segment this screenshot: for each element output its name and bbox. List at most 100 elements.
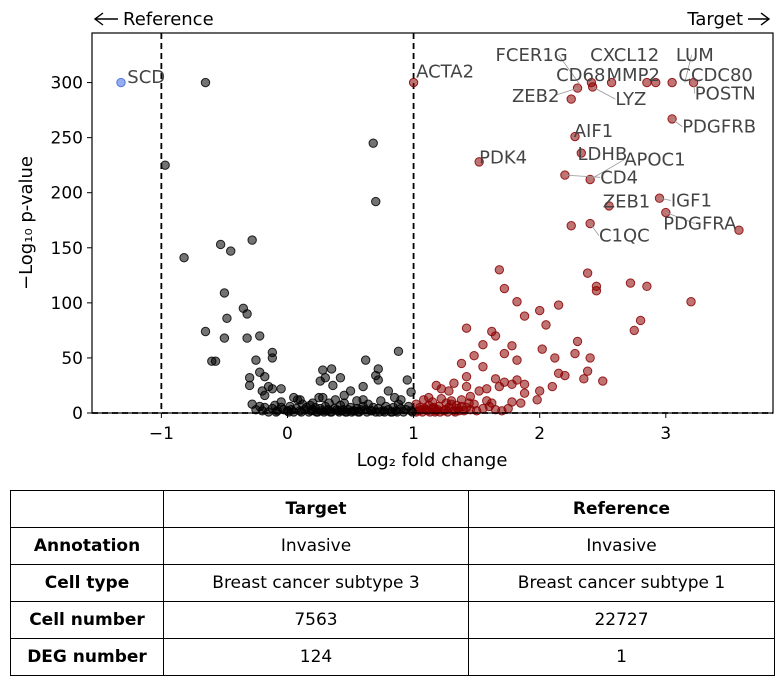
gene-label-apoc1: APOC1 bbox=[624, 150, 685, 171]
data-point bbox=[512, 297, 522, 307]
data-point bbox=[247, 235, 257, 245]
data-point bbox=[499, 283, 510, 294]
data-point bbox=[296, 407, 307, 417]
data-point bbox=[318, 392, 328, 403]
data-point bbox=[570, 348, 580, 359]
y-tick-label: 250 bbox=[51, 129, 83, 149]
data-point bbox=[478, 362, 488, 372]
data-point bbox=[512, 355, 522, 365]
leader-line bbox=[684, 54, 693, 83]
data-point bbox=[667, 77, 677, 88]
data-point bbox=[200, 77, 211, 88]
data-point bbox=[215, 239, 226, 250]
row-label-annotation: Annotation bbox=[10, 527, 164, 565]
gene-label-ccdc80: CCDC80 bbox=[678, 65, 752, 86]
data-point bbox=[392, 407, 402, 417]
data-point bbox=[242, 333, 252, 343]
data-point bbox=[532, 395, 542, 405]
cell-reference-annotation: Invasive bbox=[468, 527, 775, 565]
data-point bbox=[244, 373, 255, 383]
x-tick-label: 0 bbox=[282, 424, 293, 444]
data-point bbox=[242, 309, 252, 319]
gene-label-cxcl12: CXCL12 bbox=[590, 45, 659, 66]
data-point bbox=[474, 157, 484, 167]
y-tick-label: 300 bbox=[51, 74, 83, 94]
data-point bbox=[320, 373, 331, 383]
x-tick-label: −1 bbox=[149, 424, 174, 444]
data-point bbox=[251, 355, 261, 365]
gene-label-cd68: CD68 bbox=[556, 65, 605, 86]
data-point bbox=[606, 77, 617, 88]
gene-label-lyz: LYZ bbox=[615, 89, 646, 110]
gene-label-acta2: ACTA2 bbox=[416, 62, 474, 83]
gene-label-cd4: CD4 bbox=[600, 167, 638, 188]
cell-target-annotation: Invasive bbox=[163, 527, 469, 565]
leader-line bbox=[659, 197, 671, 201]
data-point bbox=[566, 94, 576, 104]
leader-line bbox=[592, 86, 616, 100]
data-point bbox=[598, 376, 608, 386]
data-point bbox=[179, 252, 189, 263]
data-point bbox=[267, 384, 278, 394]
data-point bbox=[550, 353, 560, 363]
gene-label-zeb2: ZEB2 bbox=[512, 86, 560, 107]
data-point bbox=[326, 364, 337, 374]
y-tick-label: 50 bbox=[61, 349, 83, 369]
row-label-cell-type: Cell type bbox=[10, 564, 164, 602]
data-point bbox=[461, 323, 472, 333]
cell-target-cell-type: Breast cancer subtype 3 bbox=[163, 564, 469, 602]
data-point bbox=[276, 397, 286, 407]
table-header-blank bbox=[10, 490, 164, 528]
data-point bbox=[226, 246, 236, 256]
data-point bbox=[407, 407, 418, 417]
data-point bbox=[286, 404, 296, 415]
y-tick-label: 0 bbox=[72, 404, 83, 424]
data-point bbox=[219, 333, 230, 343]
direction-label-target: Target bbox=[686, 9, 743, 30]
data-point bbox=[441, 398, 452, 408]
data-point bbox=[651, 77, 661, 88]
data-point bbox=[629, 325, 639, 336]
table-row: Annotation Invasive Invasive bbox=[10, 527, 775, 565]
data-point bbox=[494, 381, 505, 392]
gene-label-scd: SCD bbox=[127, 67, 165, 88]
gene-label-pdgfra: PDGFRA bbox=[663, 214, 737, 235]
data-point bbox=[402, 375, 412, 385]
leader-line bbox=[558, 54, 581, 86]
table-header-reference: Reference bbox=[468, 490, 775, 528]
data-point bbox=[345, 386, 356, 396]
table-row: DEG number 124 1 bbox=[10, 638, 775, 676]
data-point bbox=[383, 386, 394, 396]
table-header-target: Target bbox=[163, 490, 469, 528]
direction-label-reference: Reference bbox=[123, 9, 214, 30]
data-point bbox=[469, 351, 479, 361]
x-tick-label: 1 bbox=[408, 424, 419, 444]
data-point bbox=[358, 395, 368, 405]
y-axis: 0 50 100 150 200 250 300 bbox=[51, 74, 92, 424]
data-point bbox=[449, 378, 459, 388]
annotation-leaders bbox=[553, 54, 696, 236]
data-point bbox=[335, 373, 346, 383]
data-point bbox=[591, 286, 602, 296]
gene-annotations: SCD ACTA2 FCER1G CXCL12 LUM CD68 MMP2 CCDC80 ZEB… bbox=[127, 45, 756, 247]
gene-label-fcer1g: FCER1G bbox=[496, 45, 568, 66]
plot-frame bbox=[91, 32, 774, 414]
table-row: Cell type Breast cancer subtype 3 Breast… bbox=[10, 564, 775, 602]
y-axis-title: −Log₁₀ p-value bbox=[16, 156, 37, 290]
data-point bbox=[406, 387, 416, 397]
data-point bbox=[424, 392, 434, 403]
data-point bbox=[534, 386, 545, 396]
data-point bbox=[360, 355, 371, 365]
direction-labels: Reference Target bbox=[93, 9, 771, 30]
data-point bbox=[456, 358, 467, 369]
data-point bbox=[482, 384, 492, 394]
data-point bbox=[358, 381, 368, 392]
data-point bbox=[534, 305, 545, 316]
gene-label-postn: POSTN bbox=[695, 84, 756, 105]
data-point bbox=[289, 392, 299, 403]
data-point bbox=[560, 370, 570, 381]
data-point bbox=[451, 400, 462, 410]
data-point bbox=[576, 148, 587, 158]
cell-target-cell-number: 7563 bbox=[163, 601, 469, 639]
data-point bbox=[271, 407, 281, 417]
